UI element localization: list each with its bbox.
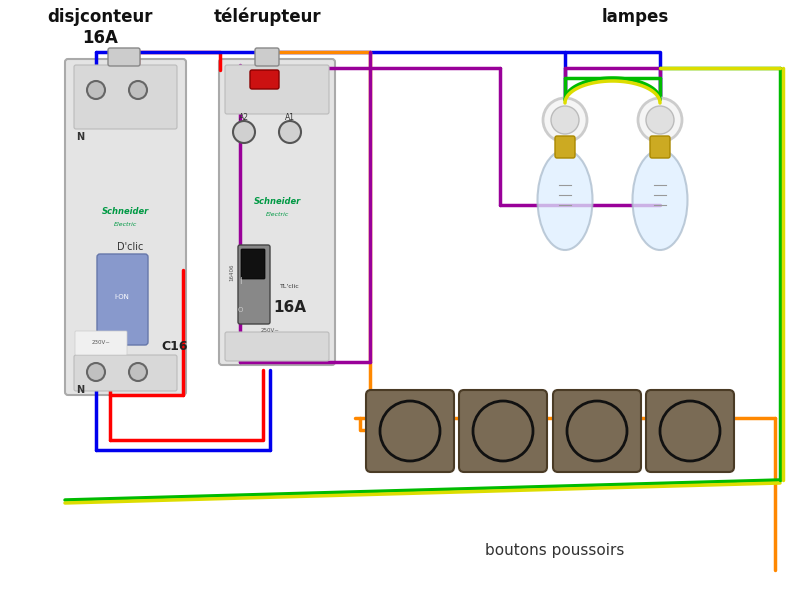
Text: Electric: Electric — [114, 223, 137, 227]
FancyBboxPatch shape — [255, 48, 279, 66]
FancyBboxPatch shape — [459, 390, 547, 472]
FancyBboxPatch shape — [219, 59, 335, 365]
Circle shape — [87, 81, 105, 99]
FancyBboxPatch shape — [74, 355, 177, 391]
Ellipse shape — [660, 401, 720, 461]
Text: A1: A1 — [285, 113, 295, 121]
Text: TL'clic: TL'clic — [280, 284, 300, 289]
FancyBboxPatch shape — [646, 390, 734, 472]
Circle shape — [129, 363, 147, 381]
Circle shape — [638, 98, 682, 142]
FancyBboxPatch shape — [75, 331, 127, 355]
Text: 250V~: 250V~ — [260, 328, 280, 332]
Text: lampes: lampes — [601, 8, 669, 26]
Text: C16: C16 — [162, 340, 189, 353]
FancyBboxPatch shape — [225, 65, 329, 114]
Text: 16A: 16A — [273, 299, 306, 314]
Text: D'clic: D'clic — [117, 242, 143, 252]
Ellipse shape — [380, 401, 440, 461]
Ellipse shape — [473, 401, 533, 461]
FancyBboxPatch shape — [555, 136, 575, 158]
Text: boutons poussoirs: boutons poussoirs — [485, 543, 625, 558]
Text: télérupteur: télérupteur — [214, 8, 322, 26]
FancyBboxPatch shape — [108, 48, 140, 66]
FancyBboxPatch shape — [74, 65, 177, 129]
Text: Electric: Electric — [265, 212, 289, 217]
Text: N: N — [76, 132, 84, 142]
Circle shape — [279, 121, 301, 143]
Circle shape — [129, 81, 147, 99]
Text: N: N — [76, 385, 84, 395]
Text: Schneider: Schneider — [102, 208, 148, 217]
Text: Schneider: Schneider — [253, 197, 301, 206]
FancyBboxPatch shape — [241, 249, 265, 279]
Circle shape — [543, 98, 587, 142]
Text: 230V~: 230V~ — [92, 340, 110, 346]
Ellipse shape — [633, 150, 688, 250]
FancyBboxPatch shape — [65, 59, 186, 395]
Text: I·ON: I·ON — [114, 294, 130, 300]
Ellipse shape — [567, 401, 627, 461]
Circle shape — [233, 121, 255, 143]
Circle shape — [87, 363, 105, 381]
FancyBboxPatch shape — [238, 245, 270, 324]
FancyBboxPatch shape — [650, 136, 670, 158]
FancyBboxPatch shape — [250, 70, 279, 89]
FancyBboxPatch shape — [366, 390, 454, 472]
Text: A2: A2 — [239, 113, 249, 121]
Text: O: O — [237, 307, 243, 313]
Circle shape — [646, 106, 674, 134]
Ellipse shape — [538, 150, 592, 250]
Circle shape — [551, 106, 579, 134]
Text: disjconteur
16A: disjconteur 16A — [48, 8, 153, 47]
Text: I: I — [239, 277, 241, 286]
Text: 16406: 16406 — [230, 263, 235, 281]
FancyBboxPatch shape — [225, 332, 329, 361]
FancyBboxPatch shape — [97, 254, 148, 345]
FancyBboxPatch shape — [553, 390, 641, 472]
